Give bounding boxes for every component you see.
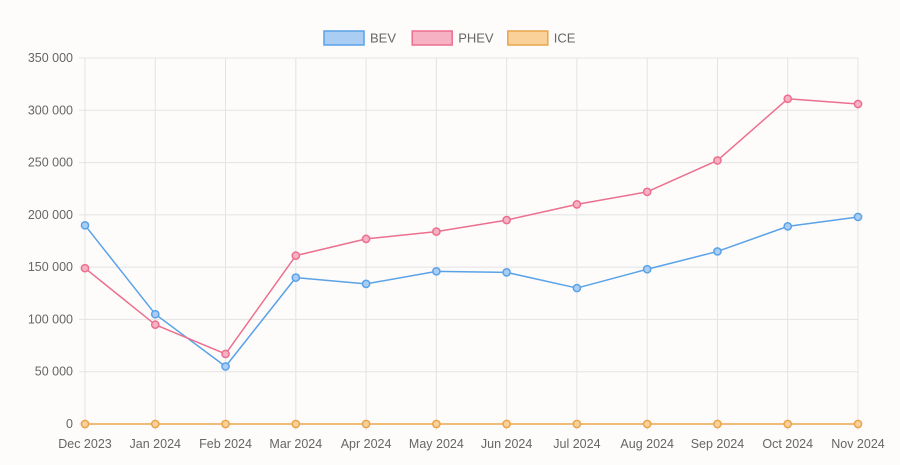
series-line-phev — [84, 98, 859, 355]
y-tick-label: 100 000 — [28, 312, 73, 326]
data-point-phev[interactable] — [642, 187, 652, 197]
data-point-ice[interactable] — [150, 419, 160, 429]
data-point-bev[interactable] — [432, 266, 441, 276]
data-point-ice[interactable] — [783, 419, 793, 429]
data-point-phev[interactable] — [80, 263, 90, 273]
legend-label-phev: PHEV — [458, 31, 494, 46]
data-point-bev[interactable] — [642, 264, 652, 274]
data-point-phev[interactable] — [432, 227, 441, 236]
data-point-bev[interactable] — [713, 247, 722, 256]
data-point-bev[interactable] — [80, 220, 90, 230]
data-point-ice[interactable] — [502, 419, 511, 429]
legend-label-ice: ICE — [554, 31, 576, 46]
data-point-ice[interactable] — [80, 419, 90, 429]
x-tick-label: Mar 2024 — [269, 437, 322, 451]
x-tick-label: Aug 2024 — [620, 437, 674, 451]
legend-item-bev[interactable]: BEV — [323, 30, 396, 46]
y-tick-label: 0 — [66, 417, 73, 431]
data-point-bev[interactable] — [150, 309, 160, 319]
data-point-phev[interactable] — [150, 320, 160, 330]
data-point-ice[interactable] — [432, 419, 441, 429]
data-point-phev[interactable] — [221, 349, 230, 359]
data-point-bev[interactable] — [853, 212, 863, 222]
x-tick-label: Jun 2024 — [481, 437, 532, 451]
legend-swatch-ice — [507, 30, 549, 46]
data-point-phev[interactable] — [713, 156, 722, 165]
legend-swatch-phev — [411, 30, 453, 46]
grid — [79, 57, 859, 430]
y-tick-label: 200 000 — [28, 208, 73, 222]
series-line-bev — [84, 216, 859, 368]
data-point-ice[interactable] — [572, 419, 582, 429]
x-tick-label: Oct 2024 — [762, 437, 813, 451]
data-point-ice[interactable] — [361, 419, 371, 429]
data-point-phev[interactable] — [783, 94, 793, 104]
data-point-ice[interactable] — [291, 419, 301, 429]
data-point-bev[interactable] — [221, 362, 230, 371]
x-tick-label: Apr 2024 — [341, 437, 392, 451]
axes: 0 50 000 100 000 150 000 200 000 250 000 300 0… — [28, 51, 885, 451]
legend: BEV PHEV ICE — [323, 30, 576, 46]
data-point-phev[interactable] — [572, 200, 582, 209]
series-ice — [80, 419, 863, 429]
data-point-ice[interactable] — [642, 419, 652, 429]
x-tick-label: Dec 2023 — [58, 437, 112, 451]
data-point-phev[interactable] — [502, 215, 511, 225]
data-point-bev[interactable] — [361, 279, 371, 289]
data-point-ice[interactable] — [221, 419, 230, 429]
legend-label-bev: BEV — [370, 31, 396, 46]
data-point-bev[interactable] — [783, 222, 793, 231]
data-point-bev[interactable] — [291, 273, 301, 282]
data-point-ice[interactable] — [713, 419, 722, 429]
y-tick-label: 300 000 — [28, 103, 73, 117]
y-tick-label: 350 000 — [28, 51, 73, 65]
data-point-bev[interactable] — [572, 283, 582, 293]
legend-item-phev[interactable]: PHEV — [411, 30, 494, 46]
data-point-bev[interactable] — [502, 268, 511, 277]
legend-item-ice[interactable]: ICE — [507, 30, 576, 46]
x-tick-label: Feb 2024 — [199, 437, 252, 451]
x-tick-label: Jul 2024 — [553, 437, 600, 451]
series-bev — [80, 212, 863, 371]
y-tick-label: 250 000 — [28, 156, 73, 170]
y-tick-label: 50 000 — [35, 365, 73, 379]
x-tick-label: May 2024 — [409, 437, 464, 451]
legend-swatch-bev — [323, 30, 365, 46]
data-point-ice[interactable] — [853, 419, 863, 429]
series-phev — [80, 94, 863, 359]
x-tick-label: Sep 2024 — [691, 437, 745, 451]
data-point-phev[interactable] — [361, 234, 371, 244]
series-group — [80, 94, 863, 429]
y-tick-label: 150 000 — [28, 260, 73, 274]
x-tick-label: Nov 2024 — [831, 437, 885, 451]
data-point-phev[interactable] — [853, 99, 863, 109]
data-point-phev[interactable] — [291, 251, 301, 260]
x-tick-label: Jan 2024 — [130, 437, 181, 451]
